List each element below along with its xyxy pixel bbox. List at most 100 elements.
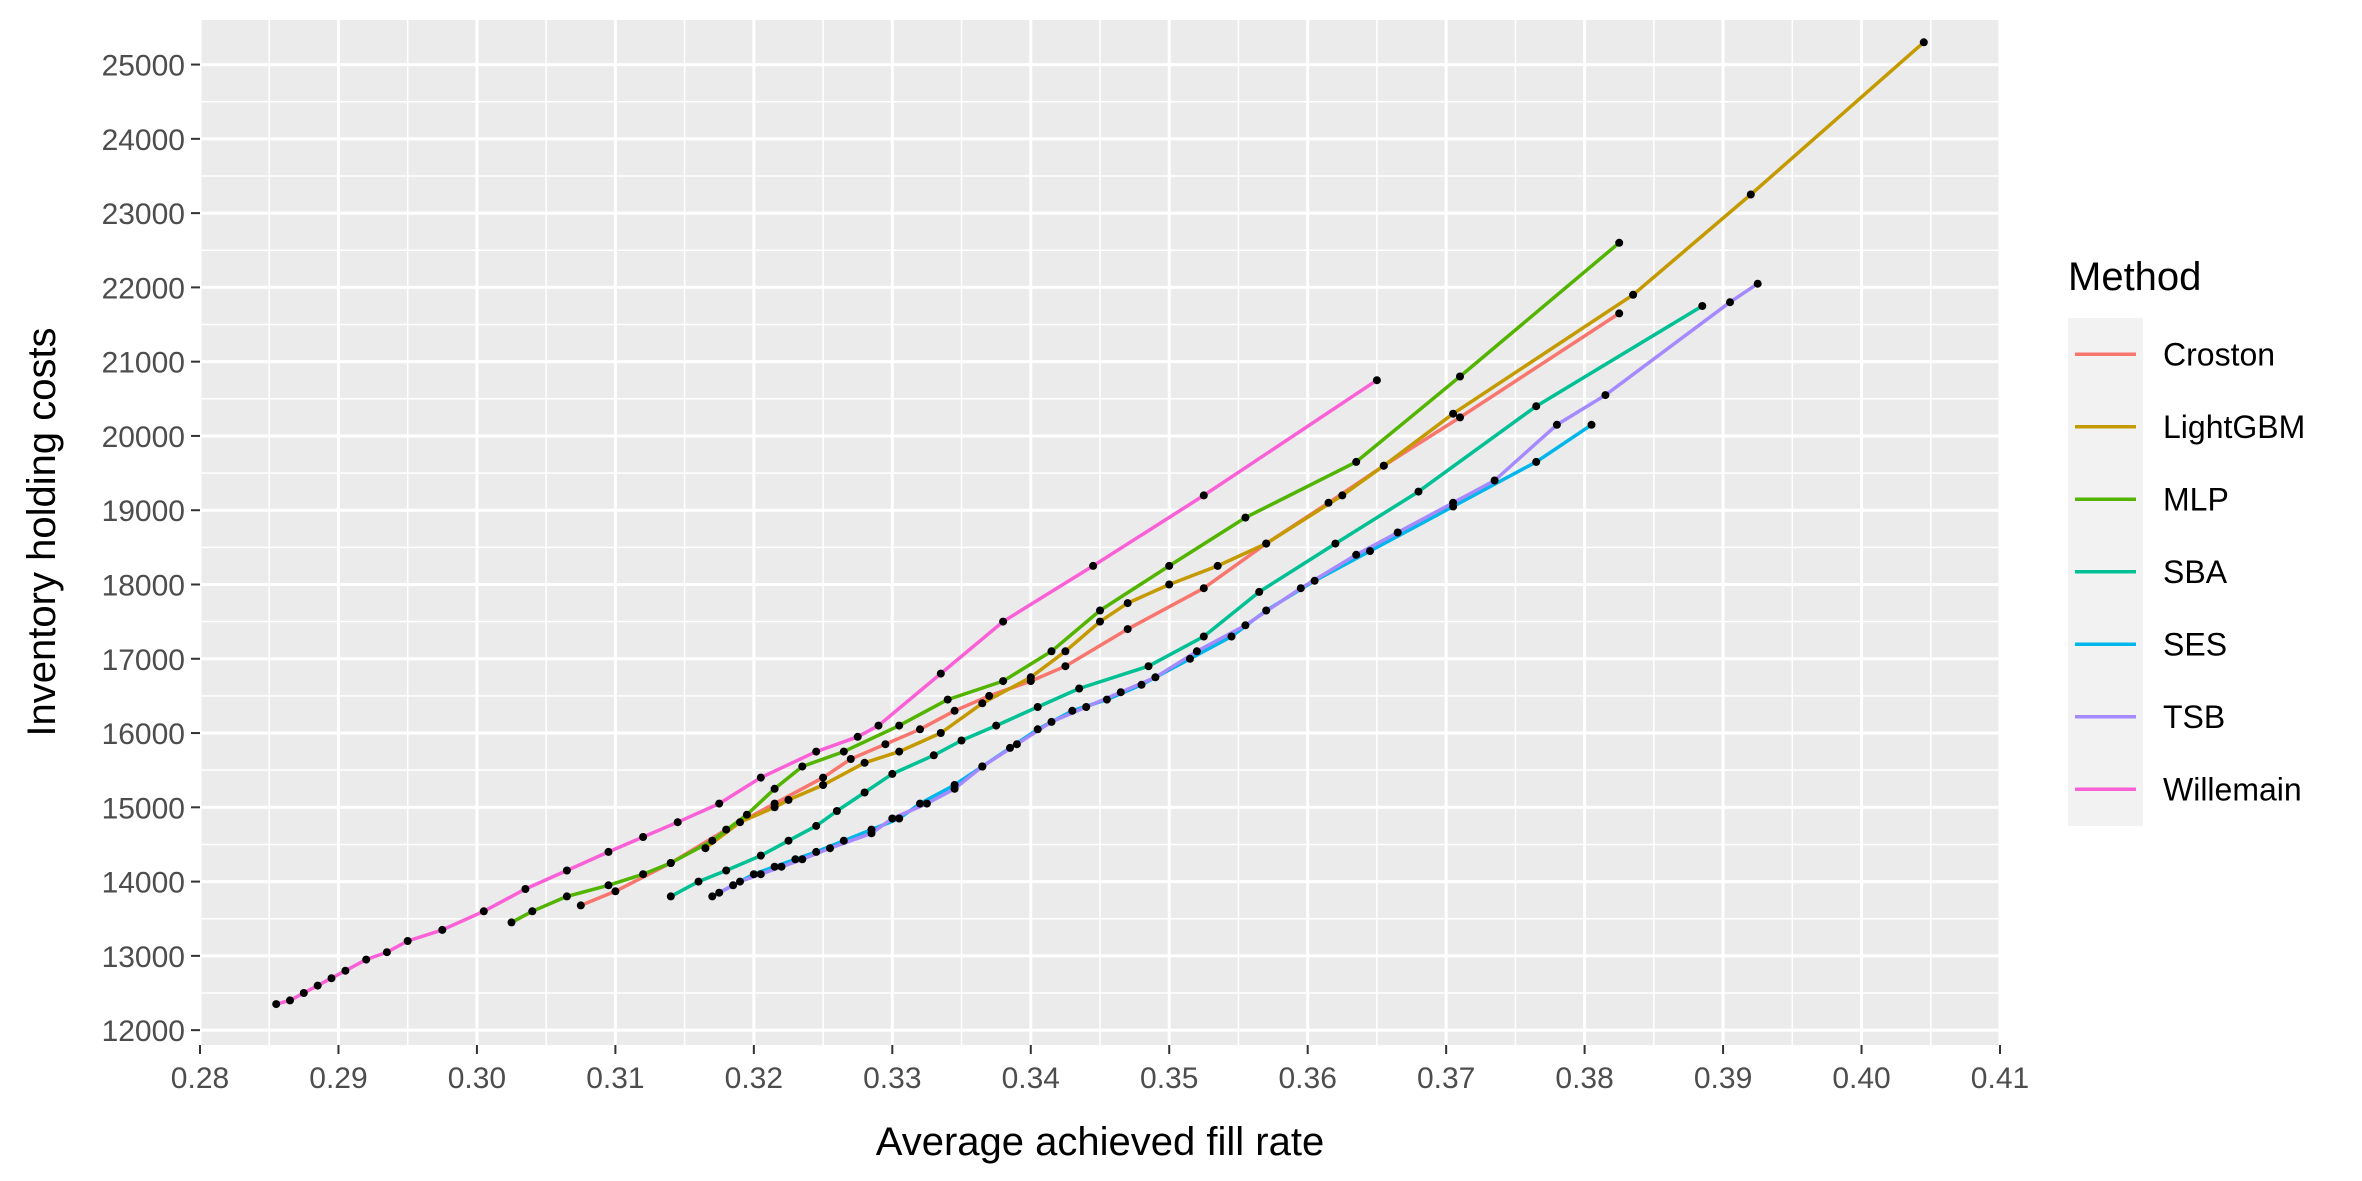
data-point-tsb <box>888 814 897 823</box>
data-point-mlp <box>666 859 675 867</box>
data-point-ses <box>729 881 738 890</box>
data-point-sba <box>756 851 765 860</box>
data-point-sba <box>992 721 1001 730</box>
data-point-sba <box>929 751 938 760</box>
data-point-ses <box>1033 725 1042 734</box>
y-tick-label: 18000 <box>102 569 185 602</box>
data-point-tsb <box>736 877 744 886</box>
data-point-mlp <box>943 695 952 704</box>
data-point-tsb <box>756 870 765 879</box>
data-point-sba <box>1144 662 1153 671</box>
data-point-ses <box>1068 706 1077 715</box>
data-point-croston <box>1199 584 1208 593</box>
data-point-sba <box>1414 487 1423 496</box>
data-point-tsb <box>1116 688 1125 697</box>
data-point-lightgbm <box>736 818 744 827</box>
data-point-lightgbm <box>1123 599 1132 608</box>
data-point-mlp <box>895 721 904 730</box>
data-point-ses <box>839 836 848 845</box>
data-point-tsb <box>826 844 834 853</box>
data-point-lightgbm <box>936 729 945 737</box>
data-point-ses <box>1186 654 1194 663</box>
x-tick-label: 0.35 <box>1140 1062 1198 1095</box>
data-point-sba <box>1255 587 1264 596</box>
data-point-croston <box>722 825 731 834</box>
data-point-mlp <box>604 881 613 890</box>
legend-items: Croston LightGBM MLP SBA SES TSB Willemain <box>2075 336 2305 807</box>
data-point-sba <box>1532 402 1541 411</box>
data-point-lightgbm <box>1338 491 1347 500</box>
data-point-croston <box>819 773 828 782</box>
data-point-lightgbm <box>1449 409 1458 418</box>
x-tick-label: 0.29 <box>309 1062 367 1095</box>
legend-title: Method <box>2068 255 2201 299</box>
y-tick-label: 15000 <box>102 792 185 825</box>
data-point-willemain <box>438 925 447 934</box>
data-point-willemain <box>1199 491 1208 500</box>
data-point-mlp <box>1615 238 1624 247</box>
data-point-tsb <box>1082 703 1091 711</box>
data-point-tsb <box>777 862 786 871</box>
data-point-tsb <box>1192 647 1201 656</box>
data-point-willemain <box>313 981 322 990</box>
data-point-ses <box>1102 695 1111 704</box>
data-point-sba <box>1033 703 1042 711</box>
y-tick-label: 20000 <box>102 421 185 454</box>
data-point-sba <box>722 866 731 875</box>
data-point-croston <box>881 740 890 749</box>
data-point-sba <box>666 892 675 901</box>
data-point-ses <box>916 799 924 808</box>
data-point-tsb <box>1012 740 1021 749</box>
data-point-sba <box>860 788 869 797</box>
data-point-willemain <box>936 669 945 678</box>
legend-label-ses: SES <box>2163 626 2227 662</box>
data-point-willemain <box>1372 376 1381 385</box>
data-point-lightgbm <box>701 844 710 853</box>
data-point-sba <box>694 877 703 886</box>
data-point-lightgbm <box>1096 617 1104 626</box>
data-point-ses <box>749 870 758 879</box>
data-point-lightgbm <box>1262 539 1271 548</box>
data-point-tsb <box>1552 420 1561 429</box>
data-point-sba <box>1698 302 1707 310</box>
data-point-croston <box>1615 309 1624 318</box>
data-point-willemain <box>604 847 613 856</box>
data-point-lightgbm <box>978 699 987 708</box>
y-tick-label: 19000 <box>102 495 185 528</box>
data-point-mlp <box>839 747 848 756</box>
data-point-mlp <box>1456 372 1464 381</box>
data-point-mlp <box>999 677 1008 686</box>
data-point-ses <box>770 862 779 871</box>
y-axis-title: Inventory holding costs <box>20 327 64 736</box>
legend-label-lightgbm: LightGBM <box>2163 409 2305 445</box>
y-tick-label: 23000 <box>102 198 185 231</box>
data-point-willemain <box>299 989 308 997</box>
data-point-willemain <box>479 907 488 916</box>
data-point-lightgbm <box>1629 290 1638 299</box>
series-points <box>272 38 1928 1009</box>
data-point-willemain <box>562 866 571 875</box>
data-point-lightgbm <box>860 758 869 767</box>
y-tick-label: 17000 <box>102 644 185 677</box>
data-point-lightgbm <box>770 803 779 812</box>
data-point-tsb <box>1601 391 1610 400</box>
data-point-croston <box>1061 662 1070 671</box>
data-point-lightgbm <box>1213 561 1222 570</box>
data-point-mlp <box>770 784 779 793</box>
data-point-croston <box>846 755 855 763</box>
x-tick-label: 0.38 <box>1555 1062 1613 1095</box>
data-point-croston <box>611 887 620 896</box>
data-point-ses <box>1532 457 1541 466</box>
y-tick-label: 22000 <box>102 272 185 305</box>
data-point-tsb <box>1490 476 1499 485</box>
data-point-willemain <box>403 937 412 945</box>
data-point-ses <box>1137 680 1146 689</box>
data-point-tsb <box>715 888 724 897</box>
data-point-tsb <box>1241 621 1250 630</box>
data-point-croston <box>916 725 924 734</box>
y-axis-ticks: 12000 13000 14000 15000 16000 17000 18000 19000… <box>102 50 200 1048</box>
data-point-mlp <box>562 892 571 901</box>
y-tick-label: 21000 <box>102 347 185 380</box>
data-point-mlp <box>639 870 648 879</box>
data-point-croston <box>576 901 585 910</box>
